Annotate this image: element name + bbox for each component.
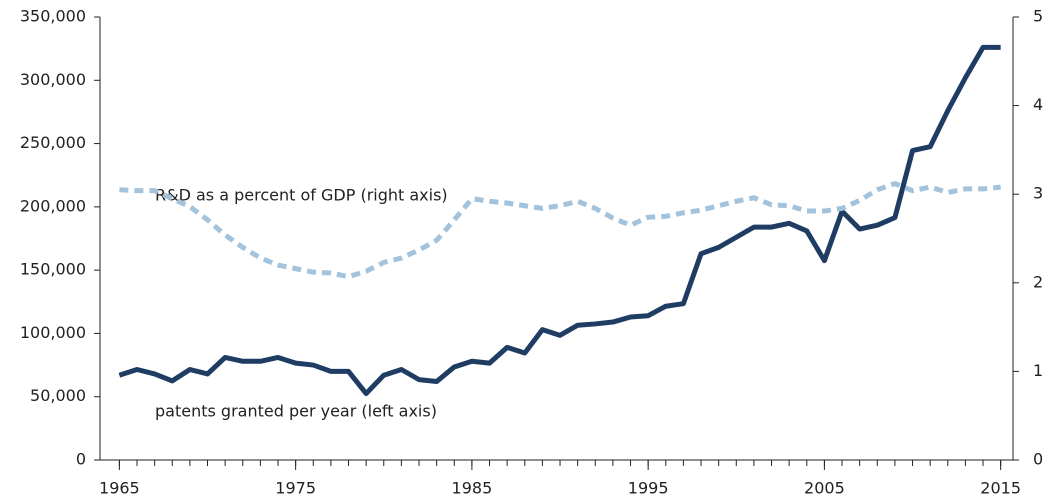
y-tick-label: 200,000 — [20, 196, 86, 215]
y2-tick-label: 5 — [1033, 7, 1043, 26]
x-tick-label: 1965 — [99, 479, 140, 498]
y-tick-label: 150,000 — [20, 260, 86, 279]
x-tick-label: 2005 — [804, 479, 845, 498]
y-tick-label: 100,000 — [20, 323, 86, 342]
y2-tick-label: 1 — [1033, 361, 1043, 380]
y2-tick-label: 0 — [1033, 450, 1043, 469]
y-tick-label: 300,000 — [20, 70, 86, 89]
x-tick-label: 1985 — [452, 479, 493, 498]
x-tick-label: 1995 — [628, 479, 669, 498]
y-tick-label: 250,000 — [20, 133, 86, 152]
y-tick-label: 50,000 — [30, 386, 86, 405]
y-tick-label: 350,000 — [20, 7, 86, 26]
y2-tick-label: 2 — [1033, 272, 1043, 291]
x-tick-label: 1975 — [275, 479, 316, 498]
x-tick-label: 2015 — [980, 479, 1021, 498]
series-line — [119, 181, 1001, 280]
y2-tick-label: 3 — [1033, 184, 1043, 203]
series-line — [118, 44, 1001, 397]
y2-tick-label: 4 — [1033, 95, 1043, 114]
annotation: patents granted per year (left axis) — [155, 402, 437, 421]
y-tick-label: 0 — [76, 450, 86, 469]
annotation: R&D as a percent of GDP (right axis) — [155, 186, 448, 205]
